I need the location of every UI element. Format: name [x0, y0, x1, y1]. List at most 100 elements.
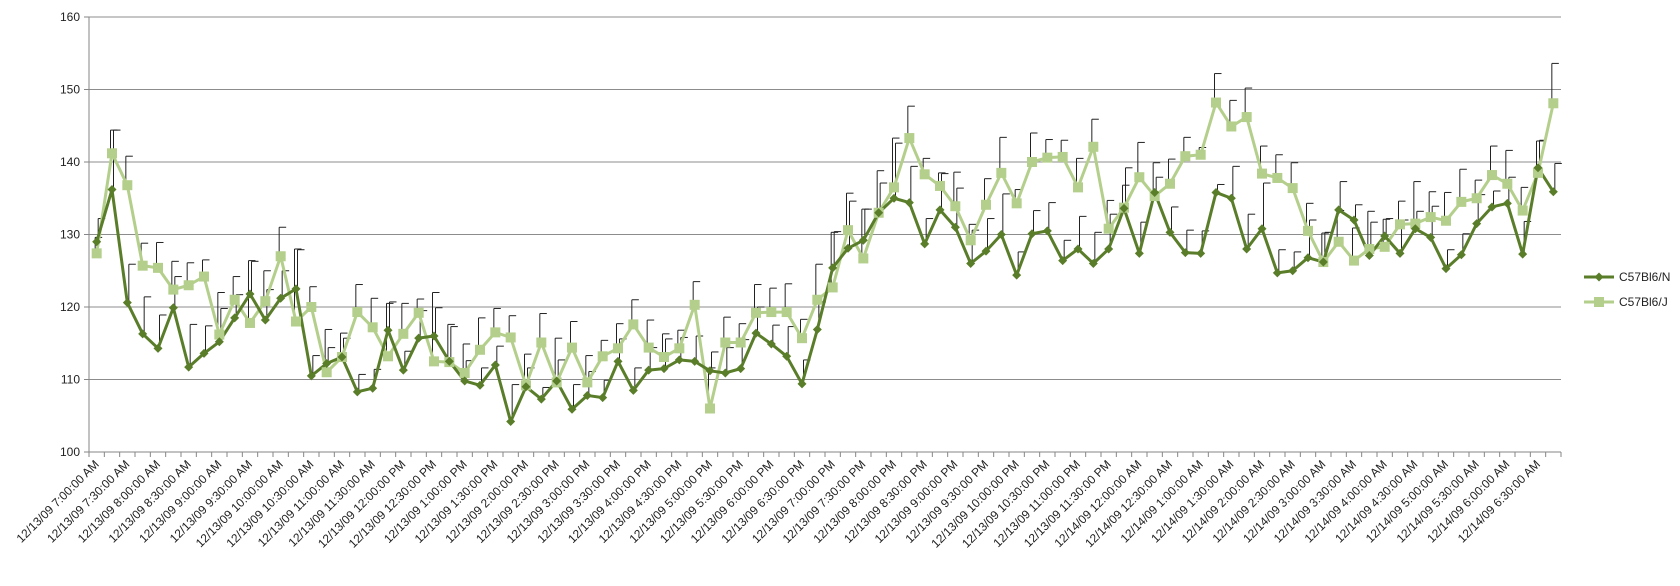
- data-point: [966, 259, 976, 268]
- data-point: [1533, 163, 1543, 173]
- legend-label: C57Bl6/J: [1619, 295, 1668, 309]
- data-point: [1364, 244, 1375, 254]
- data-point: [168, 303, 178, 313]
- data-point: [168, 284, 179, 295]
- data-point: [322, 359, 332, 369]
- y-tick-label: 160: [60, 10, 80, 24]
- data-point: [828, 263, 838, 273]
- data-point: [92, 237, 102, 247]
- data-point: [735, 337, 746, 348]
- data-point: [766, 339, 776, 349]
- data-point: [1134, 172, 1145, 183]
- data-point: [184, 362, 194, 372]
- data-point: [705, 366, 715, 376]
- legend-marker: [1594, 272, 1604, 282]
- data-point: [1533, 167, 1543, 178]
- data-point: [582, 377, 593, 388]
- data-point: [1425, 212, 1436, 223]
- data-point: [935, 205, 945, 215]
- data-point: [1180, 248, 1190, 258]
- data-point: [260, 315, 270, 325]
- data-point: [107, 185, 117, 195]
- data-point: [506, 417, 516, 427]
- data-point: [275, 251, 286, 262]
- data-point: [797, 333, 807, 344]
- data-point: [597, 351, 608, 362]
- data-point: [429, 356, 439, 367]
- data-point: [490, 327, 501, 338]
- data-point: [613, 356, 623, 366]
- legend-marker: [1594, 297, 1604, 307]
- data-point: [659, 364, 669, 374]
- data-point: [291, 316, 301, 327]
- data-point: [245, 317, 255, 328]
- data-point: [981, 199, 991, 210]
- data-point: [720, 337, 731, 348]
- data-point: [797, 379, 807, 389]
- data-point: [1165, 227, 1175, 237]
- data-point: [1150, 187, 1160, 197]
- data-point: [567, 404, 577, 414]
- data-point: [705, 403, 715, 414]
- data-point: [153, 343, 163, 353]
- data-point: [996, 230, 1006, 239]
- data-point: [1242, 244, 1252, 254]
- data-point: [183, 280, 194, 291]
- data-point: [1395, 248, 1405, 258]
- data-point: [1441, 264, 1451, 274]
- data-point: [1012, 270, 1022, 280]
- data-point: [1349, 255, 1359, 266]
- data-point: [1073, 244, 1083, 254]
- data-point: [199, 271, 209, 282]
- data-point: [674, 355, 684, 365]
- data-point: [598, 393, 608, 403]
- data-point: [935, 180, 945, 191]
- data-point: [582, 390, 592, 400]
- data-point: [1471, 193, 1482, 204]
- data-point: [720, 368, 730, 378]
- data-point: [230, 313, 240, 323]
- data-point: [383, 351, 393, 362]
- data-point: [1441, 215, 1451, 226]
- data-point: [214, 337, 224, 347]
- data-point: [444, 356, 454, 366]
- data-point: [889, 182, 899, 193]
- data-point: [199, 348, 209, 358]
- data-point: [996, 167, 1007, 178]
- data-point: [1042, 226, 1052, 236]
- data-point: [107, 148, 117, 159]
- data-point: [306, 371, 316, 381]
- data-point: [429, 331, 439, 341]
- data-point: [858, 235, 868, 245]
- gridlines: [89, 16, 1561, 453]
- data-point: [367, 322, 378, 333]
- data-point: [1517, 205, 1528, 216]
- data-point: [1027, 229, 1037, 239]
- data-point: [1333, 236, 1344, 247]
- data-point: [1548, 98, 1559, 109]
- data-point: [782, 351, 792, 361]
- data-point: [1395, 219, 1405, 230]
- data-point: [1058, 256, 1068, 266]
- data-point: [843, 225, 853, 236]
- data-point: [214, 329, 225, 340]
- data-point: [1226, 193, 1236, 203]
- legend: C57Bl6/N C57Bl6/J: [1584, 270, 1670, 309]
- data-point: [981, 246, 991, 256]
- data-point: [1165, 178, 1175, 189]
- data-point: [1502, 198, 1512, 208]
- data-point: [781, 307, 792, 318]
- data-point: [1349, 215, 1359, 225]
- data-point: [306, 302, 317, 312]
- y-tick-label: 100: [60, 445, 80, 459]
- y-tick-label: 110: [61, 373, 80, 387]
- data-point: [1088, 141, 1099, 152]
- data-point: [383, 325, 393, 335]
- data-point: [567, 342, 577, 353]
- data-point: [628, 385, 638, 395]
- legend-label: C57Bl6/N: [1619, 270, 1670, 284]
- data-point: [1487, 170, 1497, 181]
- data-point: [1226, 121, 1237, 132]
- data-point: [812, 324, 822, 334]
